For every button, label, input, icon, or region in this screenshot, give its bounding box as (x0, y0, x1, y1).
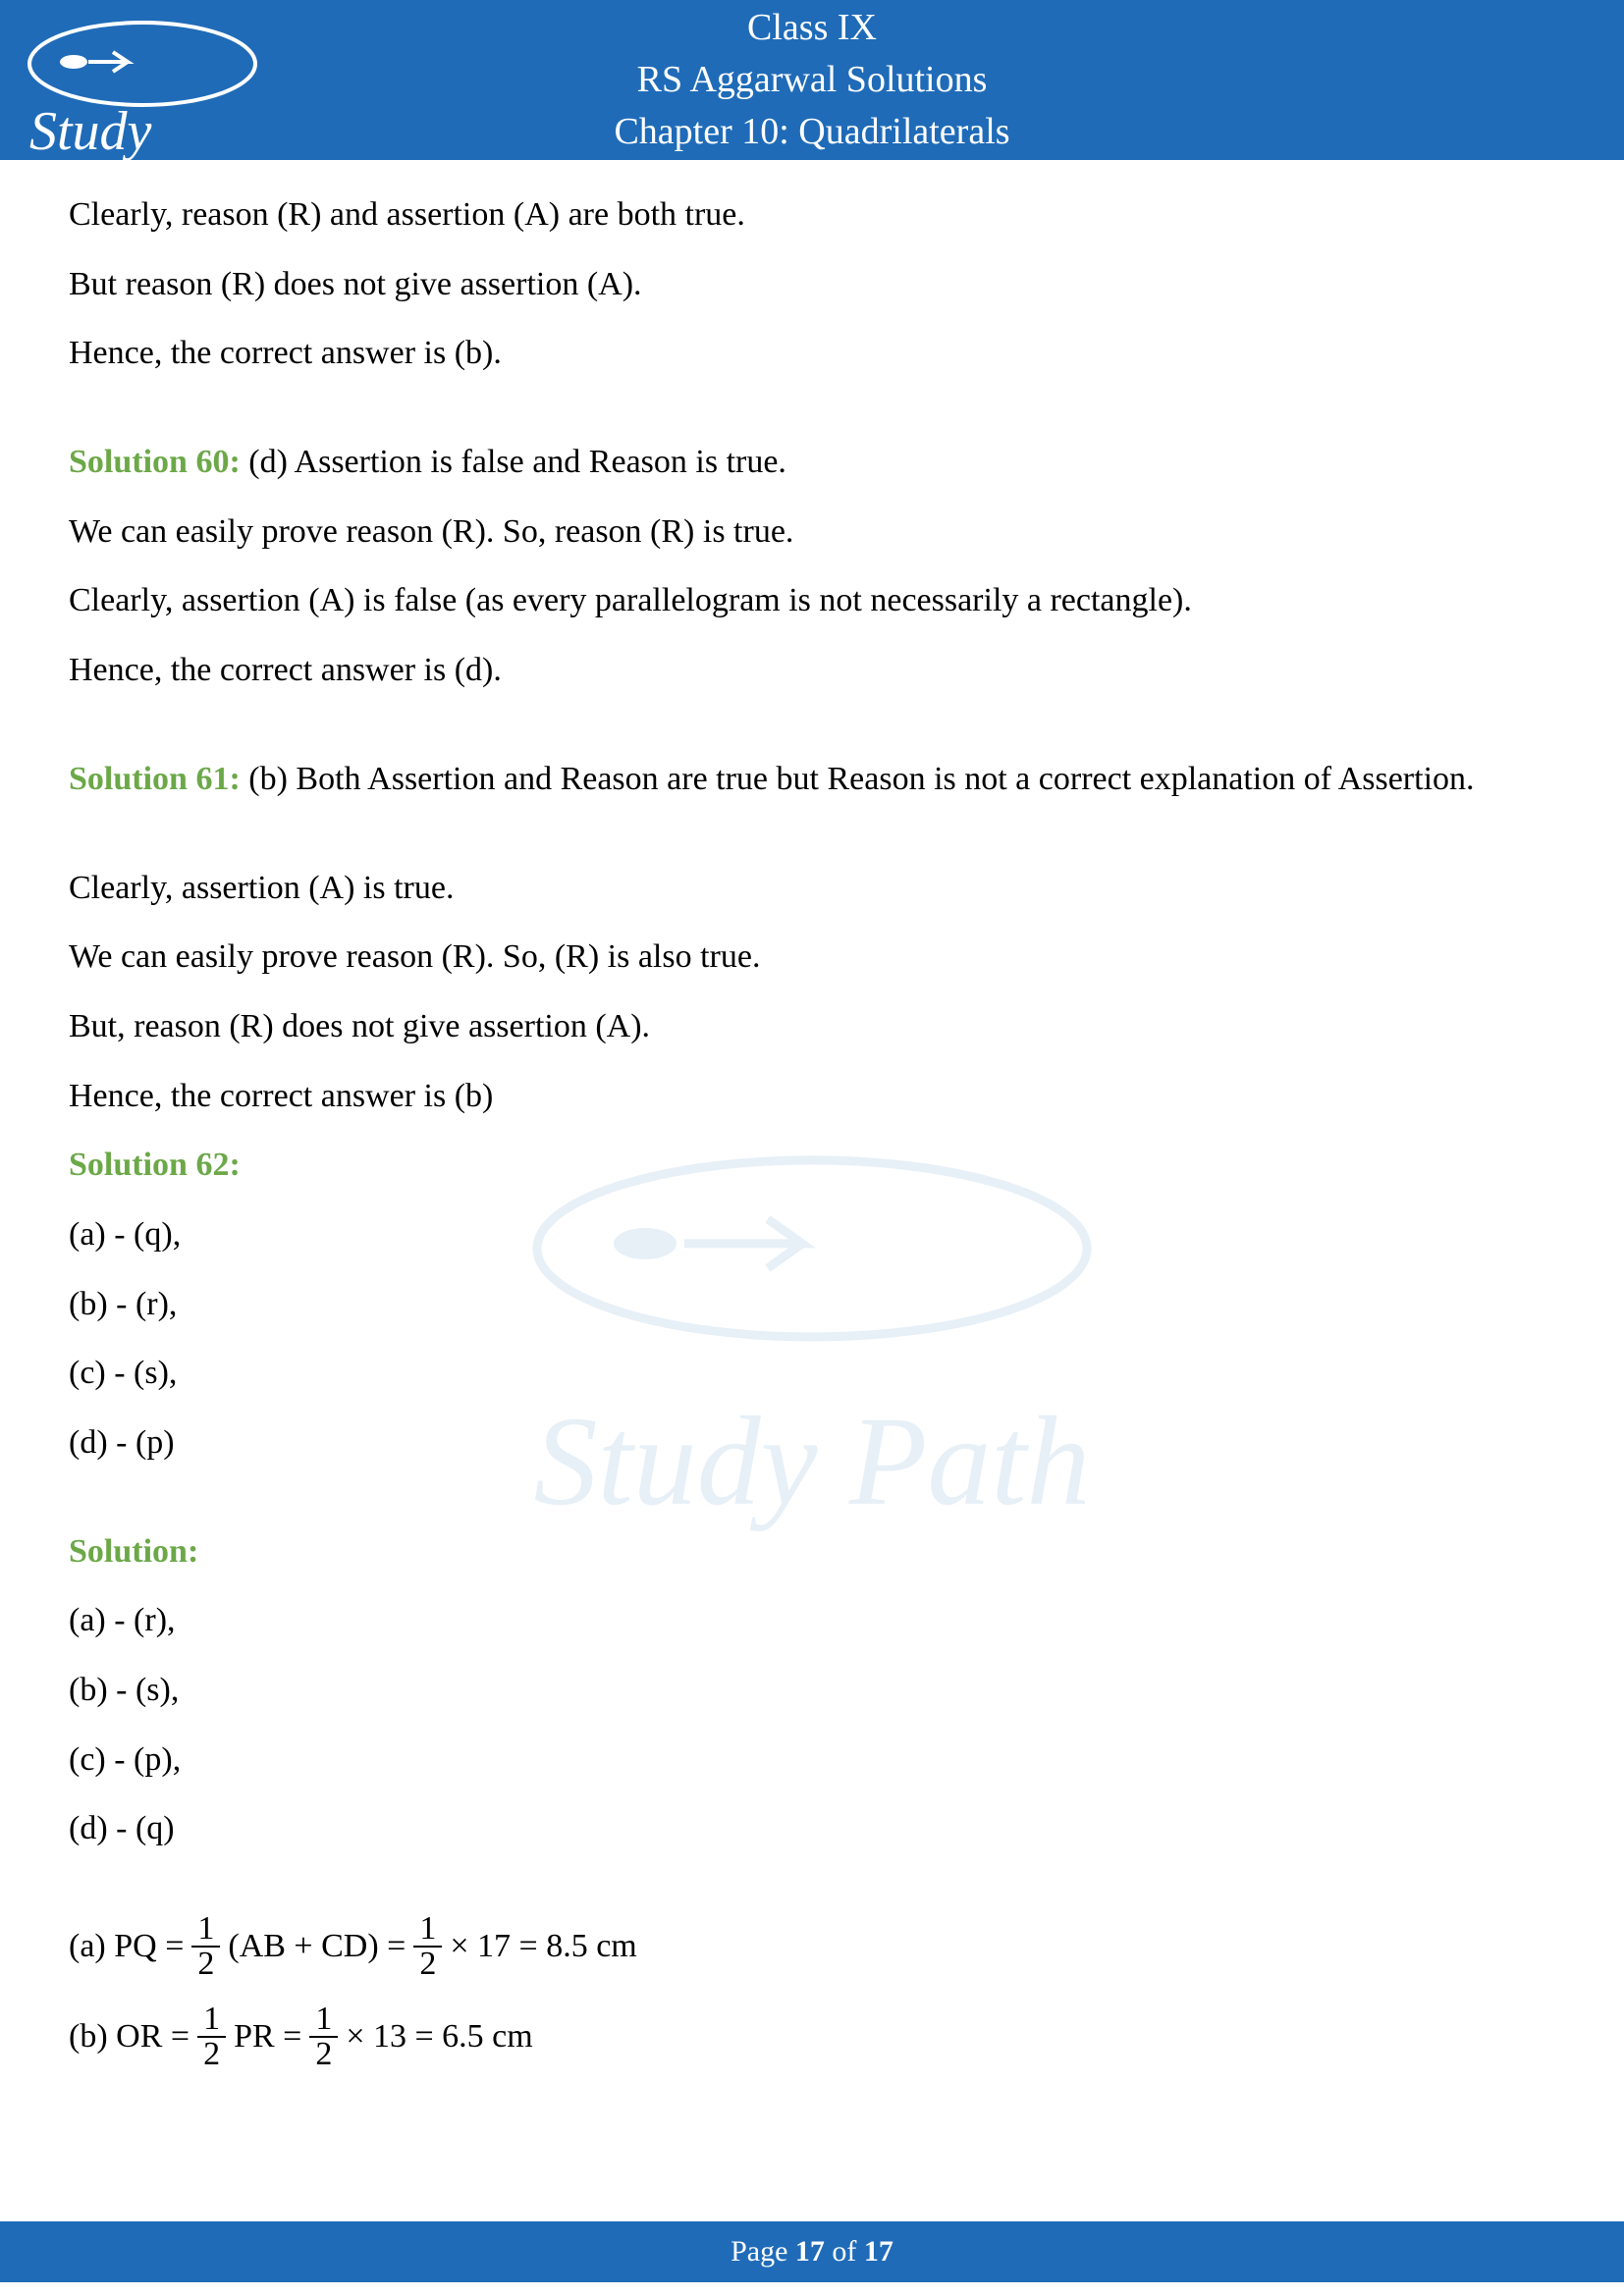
eq-a-frac2-den: 2 (413, 1948, 442, 1981)
eq-b-frac2: 1 2 (309, 2002, 338, 2071)
solution-61-line-1: Clearly, assertion (A) is true. (69, 863, 1555, 915)
solution-extra-pair-a: (a) - (r), (69, 1595, 1555, 1647)
page-footer: Page 17 of 17 (0, 2221, 1624, 2282)
eq-b-frac2-den: 2 (309, 2038, 338, 2071)
footer-page: 17 (795, 2235, 825, 2268)
eq-a-frac1-num: 1 (191, 1912, 220, 1948)
footer-prefix: Page (731, 2235, 795, 2268)
solution-60-answer: (d) Assertion is false and Reason is tru… (241, 444, 786, 480)
eq-a-frac2: 1 2 (413, 1912, 442, 1981)
solution-61-label: Solution 61: (69, 761, 241, 797)
eq-a-mid2: × 17 = 8.5 cm (450, 1921, 636, 1973)
solution-61-answer: (b) Both Assertion and Reason are true b… (241, 761, 1475, 797)
solution-62-pair-a: (a) - (q), (69, 1209, 1555, 1261)
page-content: Study Path Clearly, reason (R) and asser… (0, 160, 1624, 2221)
solution-61-line-3: But, reason (R) does not give assertion … (69, 1001, 1555, 1053)
solution-60-line-1: We can easily prove reason (R). So, reas… (69, 507, 1555, 559)
footer-total: 17 (864, 2235, 893, 2268)
solution-extra-pair-c: (c) - (p), (69, 1735, 1555, 1787)
solution-62-heading: Solution 62: (69, 1140, 1555, 1192)
solution-61-line-2: We can easily prove reason (R). So, (R) … (69, 932, 1555, 984)
intro-line-1: Clearly, reason (R) and assertion (A) ar… (69, 189, 1555, 241)
solution-62-pair-c: (c) - (s), (69, 1348, 1555, 1400)
eq-b-prefix: (b) OR = (69, 2011, 189, 2063)
solution-60-line-2: Clearly, assertion (A) is false (as ever… (69, 575, 1555, 627)
solution-60-label: Solution 60: (69, 444, 241, 480)
eq-a-prefix: (a) PQ = (69, 1921, 184, 1973)
solution-60-line-3: Hence, the correct answer is (d). (69, 645, 1555, 697)
eq-b-frac1: 1 2 (197, 2002, 226, 2071)
solution-62-pair-b: (b) - (r), (69, 1279, 1555, 1331)
solution-extra-pair-d: (d) - (q) (69, 1803, 1555, 1855)
eq-a-frac1: 1 2 (191, 1912, 220, 1981)
equation-a: (a) PQ = 1 2 (AB + CD) = 1 2 × 17 = 8.5 … (69, 1912, 1555, 1981)
solution-60-heading: Solution 60: (d) Assertion is false and … (69, 437, 1555, 489)
intro-line-3: Hence, the correct answer is (b). (69, 328, 1555, 380)
eq-a-mid1: (AB + CD) = (228, 1921, 406, 1973)
solution-extra-pair-b: (b) - (s), (69, 1665, 1555, 1717)
eq-a-frac1-den: 2 (191, 1948, 220, 1981)
logo: Study Path (20, 15, 265, 142)
solution-61-line-4: Hence, the correct answer is (b) (69, 1071, 1555, 1123)
footer-mid: of (825, 2235, 864, 2268)
eq-b-mid2: × 13 = 6.5 cm (346, 2011, 532, 2063)
eq-b-frac1-den: 2 (197, 2038, 226, 2071)
eq-b-mid1: PR = (234, 2011, 301, 2063)
eq-b-frac1-num: 1 (197, 2002, 226, 2038)
intro-line-2: But reason (R) does not give assertion (… (69, 259, 1555, 311)
solution-extra-heading: Solution: (69, 1526, 1555, 1578)
solution-62-label: Solution 62: (69, 1147, 241, 1183)
solution-62-pair-d: (d) - (p) (69, 1417, 1555, 1469)
eq-a-frac2-num: 1 (413, 1912, 442, 1948)
page-header: Study Path Class IX RS Aggarwal Solution… (0, 0, 1624, 160)
solution-61-heading: Solution 61: (b) Both Assertion and Reas… (69, 754, 1555, 806)
eq-b-frac2-num: 1 (309, 2002, 338, 2038)
solution-extra-label: Solution: (69, 1533, 198, 1570)
equation-b: (b) OR = 1 2 PR = 1 2 × 13 = 6.5 cm (69, 2002, 1555, 2071)
